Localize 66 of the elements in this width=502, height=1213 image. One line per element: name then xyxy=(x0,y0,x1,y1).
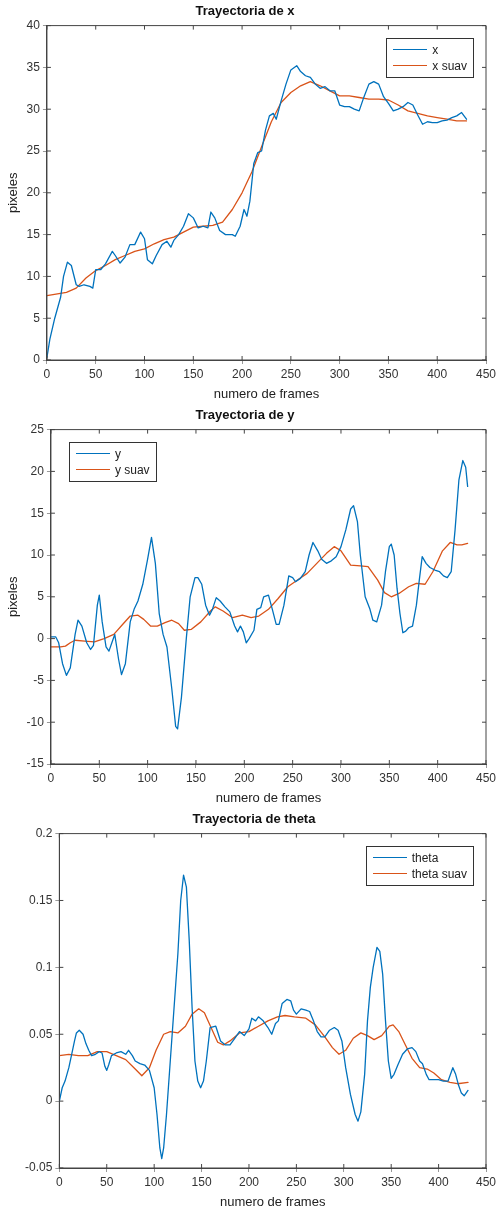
y-tick-label: 0 xyxy=(45,1093,53,1108)
y-tick-label: -10 xyxy=(26,714,45,729)
y-tick-label: -5 xyxy=(33,672,45,687)
y-tick-label: 15 xyxy=(26,226,41,241)
x-tick-label: 400 xyxy=(427,770,448,785)
y-tick-label: -0.05 xyxy=(24,1160,53,1175)
x-tick-label: 450 xyxy=(475,770,497,785)
x-tick-label: 100 xyxy=(134,366,155,381)
y-tick-label: 40 xyxy=(26,17,41,32)
y-tick-label: 0 xyxy=(33,352,41,367)
x-tick-label: 0 xyxy=(56,1174,64,1189)
legend-label: x suav xyxy=(432,58,467,73)
y-tick-label: 10 xyxy=(30,547,45,562)
x-tick-label: 250 xyxy=(282,770,303,785)
x-tick-label: 250 xyxy=(280,366,302,381)
y-tick-label: 0.15 xyxy=(28,892,53,907)
y-axis-title: pixeles xyxy=(5,576,21,618)
y-tick-label: 15 xyxy=(30,505,45,520)
x-tick-label: 100 xyxy=(144,1174,165,1189)
legend-label: y xyxy=(114,446,121,461)
x-tick-label: 350 xyxy=(379,770,400,785)
y-tick-label: 5 xyxy=(33,310,41,325)
x-tick-label: 250 xyxy=(286,1174,307,1189)
y-tick-label: 25 xyxy=(30,421,45,436)
y-tick-label: 0.2 xyxy=(35,825,53,840)
x-tick-label: 150 xyxy=(183,366,204,381)
chart-title: Trayectoria de x xyxy=(195,3,296,19)
chart-title: Trayectoria de y xyxy=(195,407,296,423)
y-tick-label: 25 xyxy=(26,143,41,158)
y-tick-label: 20 xyxy=(26,185,41,200)
x-tick-label: 50 xyxy=(89,366,103,381)
y-axis-title: pixeles xyxy=(5,172,21,214)
x-tick-label: 400 xyxy=(427,366,448,381)
x-tick-label: 200 xyxy=(234,770,255,785)
x-tick-label: 350 xyxy=(381,1174,402,1189)
y-tick-label: 0 xyxy=(37,630,45,645)
x-tick-label: 50 xyxy=(100,1174,114,1189)
x-axis-title: numero de frames xyxy=(215,789,322,805)
legend-label: y suav xyxy=(114,462,150,477)
x-tick-label: 100 xyxy=(137,770,158,785)
x-tick-label: 150 xyxy=(191,1174,212,1189)
legend-label: theta suav xyxy=(411,866,467,881)
x-axis-title: numero de frames xyxy=(213,385,320,401)
y-tick-label: -15 xyxy=(26,756,45,771)
y-tick-label: 0.05 xyxy=(28,1026,53,1041)
y-tick-label: 20 xyxy=(30,463,45,478)
x-tick-label: 350 xyxy=(378,366,399,381)
x-tick-label: 50 xyxy=(92,770,107,785)
x-axis-title: numero de frames xyxy=(219,1193,326,1209)
x-tick-label: 450 xyxy=(475,366,497,381)
x-tick-label: 400 xyxy=(428,1174,449,1189)
chart-title: Trayectoria de theta xyxy=(192,811,317,827)
y-tick-label: 5 xyxy=(37,589,45,604)
x-tick-label: 300 xyxy=(330,770,352,785)
y-tick-label: 0.1 xyxy=(35,959,53,974)
x-tick-label: 150 xyxy=(185,770,207,785)
x-tick-label: 300 xyxy=(329,366,350,381)
y-tick-label: 10 xyxy=(26,268,41,283)
y-tick-label: 35 xyxy=(26,59,41,74)
legend-label: theta xyxy=(411,850,439,865)
x-tick-label: 300 xyxy=(333,1174,355,1189)
x-tick-label: 200 xyxy=(232,366,253,381)
legend-label: x xyxy=(432,42,439,57)
x-tick-label: 200 xyxy=(238,1174,260,1189)
x-tick-label: 450 xyxy=(475,1174,497,1189)
y-tick-label: 30 xyxy=(26,101,41,116)
